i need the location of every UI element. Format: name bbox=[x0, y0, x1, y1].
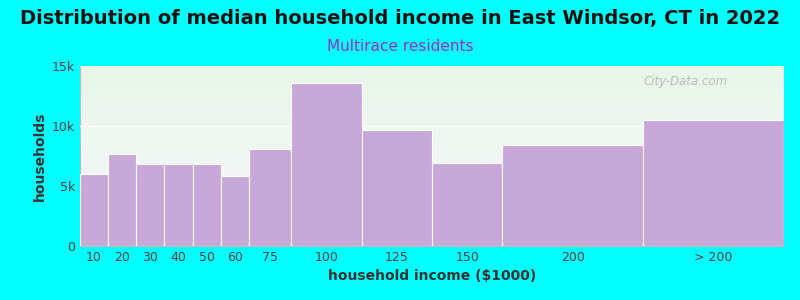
Bar bbox=[193, 164, 221, 246]
Bar bbox=[221, 176, 249, 246]
Bar bbox=[291, 83, 362, 246]
Bar bbox=[432, 163, 502, 246]
Bar bbox=[502, 145, 643, 246]
Bar bbox=[80, 174, 108, 246]
Text: Distribution of median household income in East Windsor, CT in 2022: Distribution of median household income … bbox=[20, 9, 780, 28]
Bar bbox=[108, 154, 136, 246]
Bar bbox=[136, 164, 165, 246]
Bar bbox=[165, 164, 193, 246]
Text: City-Data.com: City-Data.com bbox=[643, 75, 727, 88]
Bar bbox=[643, 120, 784, 246]
Bar bbox=[362, 130, 432, 246]
X-axis label: household income ($1000): household income ($1000) bbox=[328, 269, 536, 284]
Y-axis label: households: households bbox=[33, 111, 46, 201]
Text: Multirace residents: Multirace residents bbox=[326, 39, 474, 54]
Bar bbox=[249, 149, 291, 246]
